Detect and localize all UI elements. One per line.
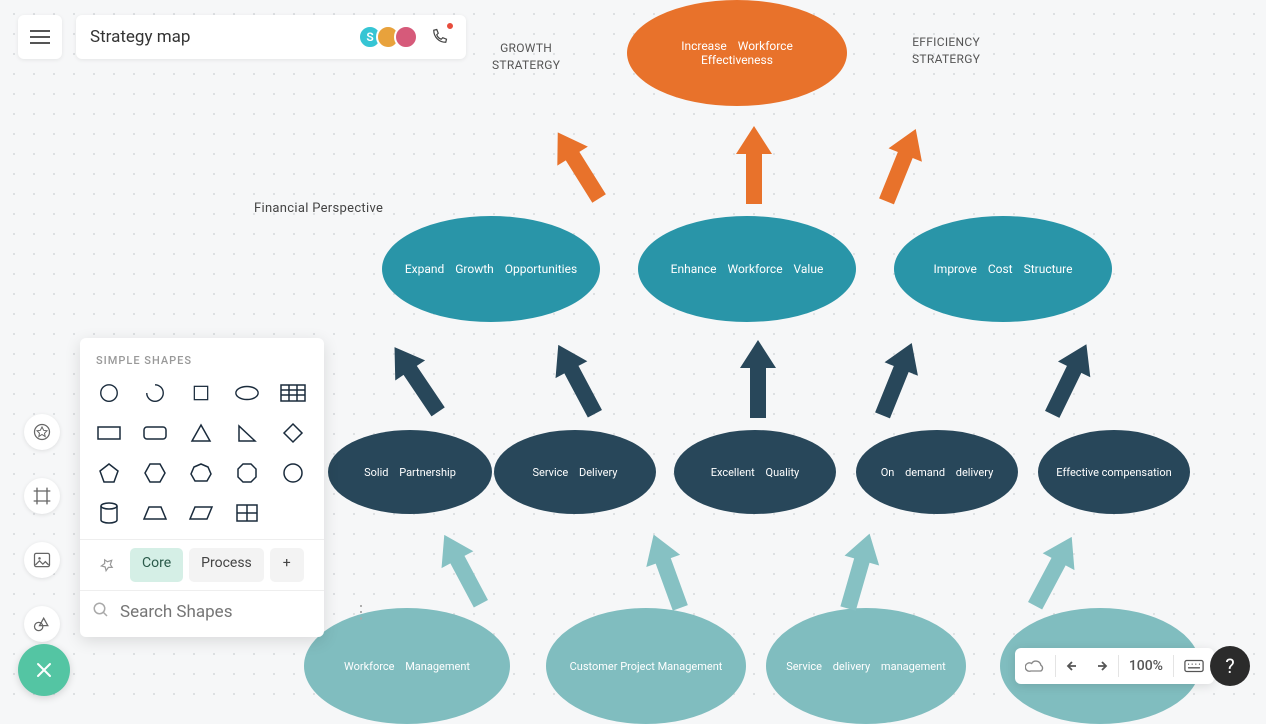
- shapes-search: ⋮: [80, 590, 324, 633]
- star-shape-icon: [32, 422, 52, 442]
- avatar[interactable]: [394, 25, 418, 49]
- left-toolbar: [24, 414, 60, 642]
- shape-grid[interactable]: [232, 501, 262, 525]
- shape-rounded-rect[interactable]: [140, 421, 170, 445]
- tab-process[interactable]: Process: [189, 548, 264, 582]
- tab-core[interactable]: Core: [130, 548, 183, 582]
- shape-pentagon[interactable]: [94, 461, 124, 485]
- shapes-tool-button[interactable]: [24, 414, 60, 450]
- shapes-combo-icon: [32, 614, 52, 634]
- tab-add[interactable]: +: [270, 548, 304, 582]
- shapes-grid: [80, 377, 324, 539]
- top-bar: Strategy map S: [18, 15, 466, 59]
- shape-cylinder[interactable]: [94, 501, 124, 525]
- redo-icon: [1092, 659, 1108, 673]
- diagram-node[interactable]: Enhance Workforce Value: [638, 216, 856, 322]
- shape-diamond[interactable]: [278, 421, 308, 445]
- diagram-node[interactable]: On demand delivery: [856, 430, 1018, 514]
- zoom-level[interactable]: 100%: [1119, 648, 1173, 684]
- undo-button[interactable]: [1056, 648, 1092, 684]
- bottom-toolbar: 100%: [1015, 648, 1214, 684]
- shapes-search-input[interactable]: [120, 602, 342, 622]
- title-bar: Strategy map S: [76, 15, 466, 59]
- pin-button[interactable]: [90, 548, 124, 582]
- diagram-node[interactable]: Customer Project Management: [546, 608, 746, 724]
- cloud-icon: [1025, 658, 1045, 674]
- shape-ellipse[interactable]: [232, 381, 262, 405]
- sync-button[interactable]: [1015, 648, 1055, 684]
- menu-button[interactable]: [18, 15, 62, 59]
- diagram-node[interactable]: Increase Workforce Effectiveness: [627, 0, 847, 106]
- hamburger-icon: [30, 30, 50, 44]
- undo-icon: [1066, 659, 1082, 673]
- keyboard-icon: [1184, 659, 1204, 673]
- diagram-node[interactable]: Solid Partnership: [328, 430, 492, 514]
- diagram-node[interactable]: Service delivery management: [766, 608, 966, 724]
- search-icon: [92, 601, 110, 623]
- shape-triangle[interactable]: [186, 421, 216, 445]
- shape-heptagon[interactable]: [186, 461, 216, 485]
- label-efficiency-strategy: EFFICIENCYSTRATERGY: [912, 34, 980, 68]
- shape-trapezoid[interactable]: [140, 501, 170, 525]
- shape-hexagon[interactable]: [140, 461, 170, 485]
- redo-button[interactable]: [1092, 648, 1118, 684]
- connector-tool-button[interactable]: [24, 606, 60, 642]
- frame-icon: [32, 486, 52, 506]
- shape-arc[interactable]: [140, 381, 170, 405]
- help-button[interactable]: ?: [1210, 646, 1250, 686]
- shape-table[interactable]: [278, 381, 308, 405]
- shape-circle[interactable]: [94, 381, 124, 405]
- help-icon: ?: [1225, 654, 1234, 678]
- shape-rectangle[interactable]: [94, 421, 124, 445]
- label-financial-perspective: Financial Perspective: [254, 200, 383, 218]
- diagram-arrow[interactable]: [734, 126, 774, 210]
- shape-square[interactable]: [186, 381, 216, 405]
- shape-right-triangle[interactable]: [232, 421, 262, 445]
- notification-dot: [446, 22, 454, 30]
- shape-parallelogram[interactable]: [186, 501, 216, 525]
- shape-octagon[interactable]: [232, 461, 262, 485]
- diagram-node[interactable]: Improve Cost Structure: [894, 216, 1112, 322]
- diagram-node[interactable]: Expand Growth Opportunities: [382, 216, 600, 322]
- close-panel-fab[interactable]: [18, 644, 70, 696]
- collaborators: S: [358, 24, 452, 50]
- shapes-tabs: Core Process +: [80, 539, 324, 590]
- shapes-panel: SIMPLE SHAPES Core Process + ⋮: [80, 338, 324, 637]
- phone-icon: [430, 28, 448, 46]
- label-growth-strategy: GROWTHSTRATERGY: [492, 40, 560, 74]
- diagram-arrow[interactable]: [738, 340, 778, 424]
- avatar-stack[interactable]: S: [358, 25, 418, 49]
- document-title[interactable]: Strategy map: [90, 27, 190, 47]
- call-button[interactable]: [426, 24, 452, 50]
- image-icon: [32, 550, 52, 570]
- shapes-panel-title: SIMPLE SHAPES: [80, 338, 324, 377]
- shapes-search-more[interactable]: ⋮: [352, 602, 369, 623]
- diagram-node[interactable]: Excellent Quality: [674, 430, 836, 514]
- close-icon: [34, 660, 54, 680]
- diagram-node[interactable]: Effective compensation: [1038, 430, 1190, 514]
- diagram-node[interactable]: Workforce Management: [304, 608, 510, 724]
- image-tool-button[interactable]: [24, 542, 60, 578]
- diagram-node[interactable]: Service Delivery: [494, 430, 656, 514]
- keyboard-button[interactable]: [1174, 648, 1214, 684]
- frame-tool-button[interactable]: [24, 478, 60, 514]
- shape-decagon[interactable]: [278, 461, 308, 485]
